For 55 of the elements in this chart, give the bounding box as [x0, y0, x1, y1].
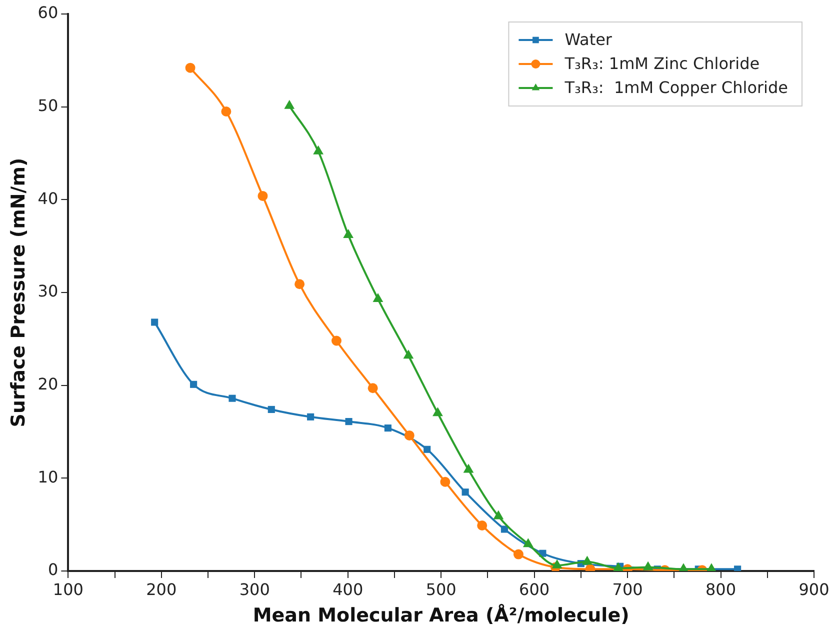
x-tick-label: 900	[798, 580, 830, 599]
point	[221, 106, 232, 116]
point	[403, 350, 414, 359]
point	[151, 318, 158, 326]
x-tick-label: 500	[426, 580, 456, 599]
point	[343, 228, 354, 238]
point	[313, 145, 324, 154]
y-tick-label: 60	[38, 3, 58, 22]
x-axis-title: Mean Molecular Area (Å²/molecule)	[252, 604, 630, 627]
point	[372, 293, 384, 302]
point	[404, 430, 414, 440]
y-tick-label: 40	[38, 188, 58, 208]
y-tick-label: 50	[38, 96, 58, 115]
point	[284, 100, 295, 109]
point	[294, 279, 305, 290]
point	[642, 561, 654, 570]
y-axis-title: Surface Pressure (mN/m)	[7, 158, 30, 428]
point	[513, 549, 524, 560]
point	[613, 562, 624, 571]
point	[331, 336, 342, 346]
point	[307, 413, 314, 420]
point	[462, 488, 469, 496]
point	[734, 566, 742, 571]
point	[552, 559, 562, 568]
y-tick-label: 30	[38, 282, 58, 301]
point	[384, 424, 392, 432]
point	[185, 62, 196, 73]
y-tick-label: 20	[38, 374, 58, 394]
point	[228, 394, 236, 402]
point	[582, 556, 592, 565]
x-tick-label: 800	[705, 580, 736, 599]
x-tick-label: 300	[239, 580, 270, 599]
point	[432, 407, 443, 416]
point	[268, 406, 275, 414]
point	[190, 380, 198, 388]
x-tick-label: 200	[146, 580, 177, 599]
y-tick-label: 0	[48, 560, 58, 580]
point	[522, 538, 534, 548]
legend-label: T₃R₃: 1mM Copper Chloride	[564, 78, 788, 98]
point	[477, 520, 488, 531]
point	[463, 464, 474, 473]
point	[493, 510, 504, 520]
x-tick-label: 600	[519, 580, 550, 599]
point	[424, 446, 431, 453]
point	[258, 190, 268, 201]
legend-label: T₃R₃: 1mM Zinc Chloride	[564, 54, 760, 74]
y-tick-label: 10	[38, 467, 58, 486]
point	[500, 526, 508, 533]
x-tick-label: 400	[332, 580, 364, 599]
x-tick-label: 100	[52, 580, 84, 599]
point	[345, 418, 352, 426]
point	[368, 383, 378, 394]
point	[440, 476, 450, 487]
x-tick-label: 700	[612, 580, 643, 599]
legend-label: Water	[564, 30, 612, 50]
